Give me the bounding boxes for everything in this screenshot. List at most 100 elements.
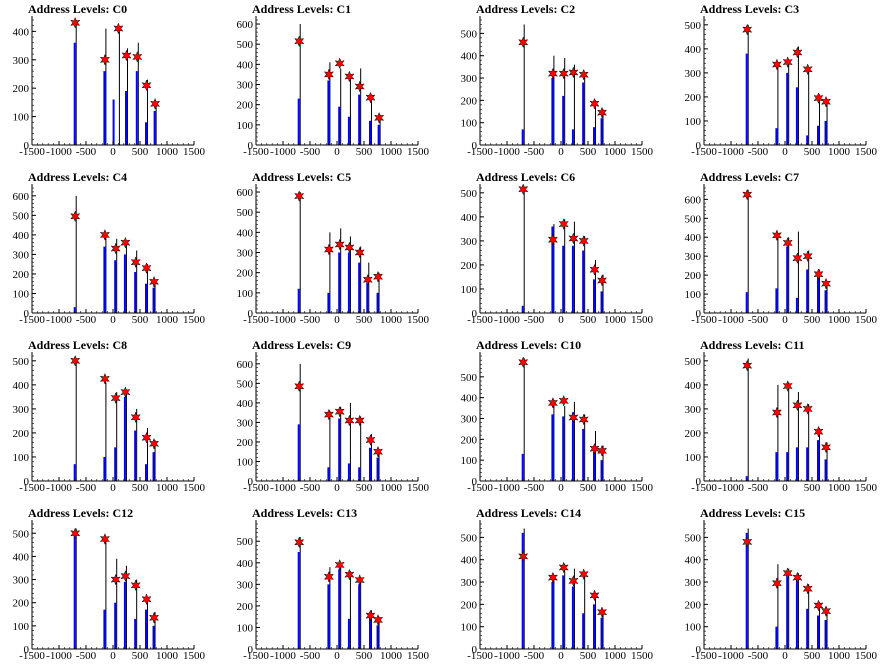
y-tick-label: 600 bbox=[685, 194, 702, 206]
y-tick-label: 300 bbox=[13, 55, 30, 67]
y-tick-label: 100 bbox=[13, 452, 30, 464]
x-tick-label: -500 bbox=[524, 650, 545, 662]
peak-star-marker-icon bbox=[99, 533, 111, 545]
y-tick-label: 400 bbox=[685, 555, 702, 567]
peak-star-marker-icon bbox=[547, 67, 559, 80]
peak-star-marker-icon bbox=[372, 614, 384, 626]
x-tick-label: 1000 bbox=[156, 482, 179, 494]
y-tick-label: 200 bbox=[685, 92, 702, 104]
peak-star-marker-icon bbox=[742, 359, 753, 372]
y-tick-label: 500 bbox=[461, 28, 478, 40]
x-tick-label: -500 bbox=[300, 146, 321, 158]
x-tick-label: 0 bbox=[558, 146, 564, 158]
x-tick-label: 1000 bbox=[604, 650, 627, 662]
peak-star-marker-icon bbox=[802, 63, 813, 76]
peak-star-marker-icon bbox=[578, 68, 589, 81]
x-tick-label: -1500 bbox=[243, 650, 269, 662]
x-tick-label: 0 bbox=[782, 482, 788, 494]
chart-svg: Address Levels: C13 0 100 200 300 400 500 -1500… bbox=[237, 506, 430, 662]
chart-svg: Address Levels: C4 0 100 200 300 400 500 600 -15… bbox=[13, 170, 206, 326]
x-tick-label: -1000 bbox=[270, 482, 296, 494]
peak-star-marker-icon bbox=[547, 233, 558, 246]
chart-panel: Address Levels: C11 0 100 200 300 400 500 -1500… bbox=[672, 336, 896, 504]
chart-svg: Address Levels: C15 0 100 200 300 400 500 -1500… bbox=[685, 506, 878, 662]
x-tick-label: -500 bbox=[300, 650, 321, 662]
chart-title: Address Levels: C10 bbox=[476, 338, 581, 352]
y-tick-label: 300 bbox=[13, 575, 30, 587]
peak-star-marker-icon bbox=[547, 397, 558, 409]
peak-star-marker-icon bbox=[518, 550, 529, 563]
x-tick-label: 500 bbox=[132, 146, 149, 158]
y-tick-label: 100 bbox=[685, 452, 702, 464]
y-tick-label: 0 bbox=[696, 476, 702, 488]
chart-title: Address Levels: C9 bbox=[252, 338, 351, 352]
y-tick-label: 0 bbox=[472, 644, 478, 656]
chart-title: Address Levels: C7 bbox=[700, 170, 799, 184]
x-tick-label: -500 bbox=[76, 650, 97, 662]
y-tick-label: 0 bbox=[24, 140, 30, 152]
x-tick-label: 1000 bbox=[380, 650, 403, 662]
y-tick-label: 600 bbox=[237, 359, 254, 371]
y-tick-label: 500 bbox=[685, 20, 702, 32]
chart-svg: Address Levels: C30100200300400500-1500-… bbox=[685, 2, 878, 158]
peak-star-marker-icon bbox=[518, 183, 529, 196]
x-tick-label: -1000 bbox=[494, 146, 520, 158]
y-tick-label: 200 bbox=[13, 598, 30, 610]
peak-star-marker-icon bbox=[578, 568, 589, 581]
x-tick-label: 1500 bbox=[631, 650, 654, 662]
x-tick-label: -1000 bbox=[494, 482, 520, 494]
peak-star-marker-icon bbox=[110, 242, 121, 255]
y-tick-label: 600 bbox=[237, 19, 254, 31]
y-tick-label: 0 bbox=[696, 644, 702, 656]
x-tick-label: 500 bbox=[580, 650, 597, 662]
peak-star-marker-icon bbox=[354, 246, 365, 259]
y-tick-label: 100 bbox=[237, 622, 254, 634]
x-tick-label: 1000 bbox=[828, 146, 851, 158]
x-tick-label: 500 bbox=[580, 482, 597, 494]
y-tick-label: 300 bbox=[461, 577, 478, 589]
peak-star-marker-icon bbox=[771, 229, 783, 242]
x-tick-label: 500 bbox=[356, 650, 373, 662]
y-tick-label: 300 bbox=[685, 577, 702, 589]
chart-panel: Address Levels: C10 0 100 200 300 400 500 -1500… bbox=[448, 336, 672, 504]
x-tick-label: 1000 bbox=[380, 482, 403, 494]
y-tick-label: 100 bbox=[685, 116, 702, 128]
peak-star-marker-icon bbox=[802, 582, 813, 595]
x-tick-label: 1500 bbox=[407, 482, 430, 494]
x-tick-label: -1500 bbox=[467, 482, 493, 494]
peak-star-marker-icon bbox=[589, 97, 600, 110]
y-tick-label: 500 bbox=[685, 356, 702, 368]
x-tick-label: 1500 bbox=[183, 314, 206, 326]
x-tick-label: -1000 bbox=[46, 650, 72, 662]
x-tick-label: 0 bbox=[110, 146, 116, 158]
y-tick-label: 400 bbox=[461, 51, 478, 63]
y-tick-label: 300 bbox=[685, 404, 702, 416]
y-tick-label: 500 bbox=[461, 188, 478, 200]
x-tick-label: -500 bbox=[300, 314, 321, 326]
x-tick-label: 1000 bbox=[156, 650, 179, 662]
x-tick-label: -1000 bbox=[718, 146, 744, 158]
x-tick-label: -1000 bbox=[718, 650, 744, 662]
chart-title: Address Levels: C12 bbox=[28, 506, 133, 520]
y-tick-label: 500 bbox=[13, 210, 30, 222]
x-tick-label: -500 bbox=[524, 482, 545, 494]
y-tick-label: 0 bbox=[472, 476, 478, 488]
y-tick-label: 300 bbox=[461, 236, 478, 248]
peak-star-marker-icon bbox=[110, 573, 121, 586]
x-tick-label: 500 bbox=[132, 482, 149, 494]
y-tick-label: 400 bbox=[237, 558, 254, 570]
peak-star-marker-icon bbox=[344, 414, 355, 427]
x-tick-label: 500 bbox=[580, 314, 597, 326]
chart-svg: Address Levels: C10 0 100 200 300 400 500 -1500… bbox=[461, 338, 654, 494]
y-tick-label: 200 bbox=[461, 599, 478, 611]
y-tick-label: 0 bbox=[696, 140, 702, 152]
x-tick-label: 0 bbox=[782, 146, 788, 158]
peak-star-marker-icon bbox=[596, 444, 608, 457]
peak-star-marker-icon bbox=[782, 567, 793, 579]
x-tick-label: 500 bbox=[356, 314, 373, 326]
peak-star-marker-icon bbox=[568, 411, 579, 424]
y-tick-label: 0 bbox=[24, 476, 30, 488]
chart-panel: Address Levels: C0 0 100 200 300 400 -1500 -100… bbox=[0, 0, 224, 168]
x-tick-label: -1500 bbox=[19, 650, 45, 662]
chart-panel: Address Levels: C9 0 100 200 300 400 500 600 -15… bbox=[224, 336, 448, 504]
